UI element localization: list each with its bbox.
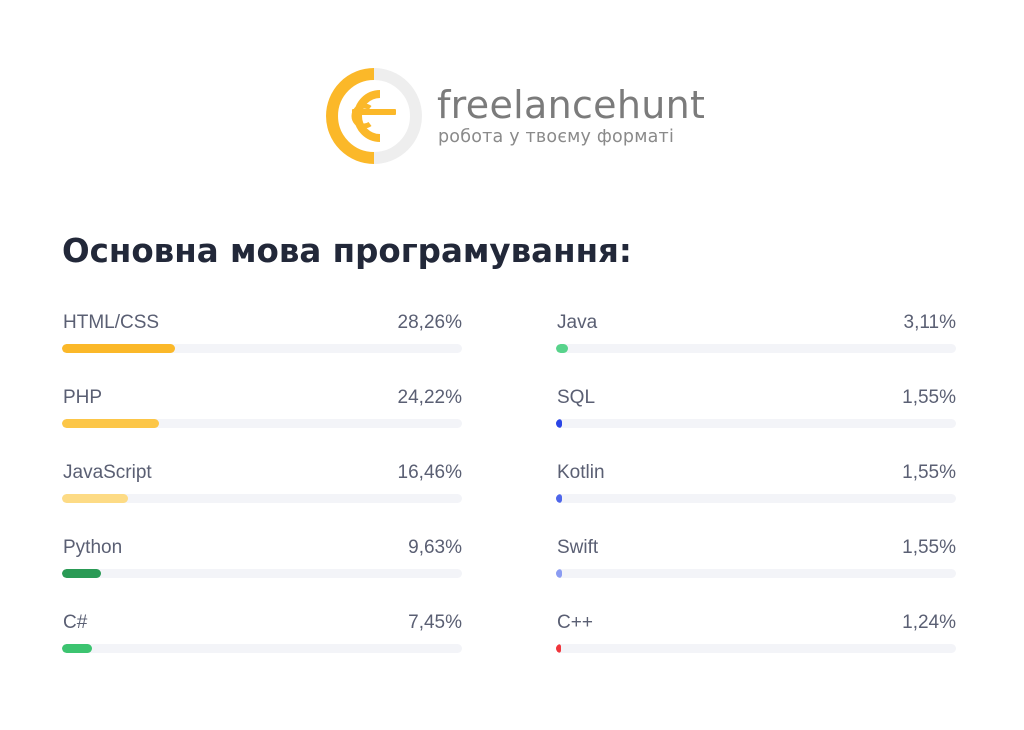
bar-label: PHP — [63, 387, 103, 408]
bar-value: 1,55% — [902, 387, 956, 408]
bar-value: 24,22% — [397, 387, 462, 408]
bar-value: 1,55% — [902, 462, 956, 483]
bar-label: JavaScript — [63, 462, 152, 483]
bar — [62, 644, 92, 653]
bar-value: 16,46% — [397, 462, 462, 483]
chart-row: Kotlin 1,55% — [556, 460, 956, 535]
bar-label: Swift — [557, 537, 599, 558]
brand-tagline: робота у твоєму форматі — [438, 127, 675, 147]
chart-column-left: HTML/CSS 28,26% PHP 24,22% JavaScript 16,46% P… — [62, 310, 462, 685]
freelancehunt-logo-icon — [326, 68, 422, 164]
bar — [62, 569, 101, 578]
bar-label: Kotlin — [557, 462, 605, 483]
chart-row: PHP 24,22% — [62, 385, 462, 460]
freelancehunt-logo: freelancehunt робота у твоєму форматі — [326, 68, 706, 164]
bar — [62, 344, 176, 353]
bar — [556, 494, 563, 503]
bar-track — [556, 494, 956, 503]
bar-label: C++ — [557, 612, 593, 633]
bar — [62, 494, 128, 503]
bar — [556, 344, 569, 353]
chart-title: Основна мова програмування: — [62, 232, 632, 270]
bar-value: 7,45% — [408, 612, 462, 633]
bar-value: 1,24% — [902, 612, 956, 633]
bar-track — [556, 419, 956, 428]
bar-track — [556, 344, 956, 353]
chart-row: Java 3,11% — [556, 310, 956, 385]
bar-value: 3,11% — [903, 312, 956, 333]
bar-label: HTML/CSS — [63, 312, 160, 333]
chart-row: SQL 1,55% — [556, 385, 956, 460]
bar-label: Python — [63, 537, 123, 558]
bar-track — [556, 644, 956, 653]
bar-track — [62, 344, 462, 353]
chart-row: C++ 1,24% — [556, 610, 956, 685]
chart-row: JavaScript 16,46% — [62, 460, 462, 535]
bar-value: 1,55% — [902, 537, 956, 558]
bar-track — [62, 419, 462, 428]
bar-value: 9,63% — [408, 537, 462, 558]
chart-row: C# 7,45% — [62, 610, 462, 685]
bar — [556, 569, 563, 578]
bar-track — [62, 644, 462, 653]
brand-name: freelancehunt — [437, 83, 706, 127]
bar — [62, 419, 159, 428]
bar — [556, 644, 561, 653]
bar-value: 28,26% — [397, 312, 462, 333]
bar-track — [62, 494, 462, 503]
bar — [556, 419, 563, 428]
bar-label: Java — [557, 312, 598, 333]
bar-label: C# — [63, 612, 88, 633]
chart-row: Swift 1,55% — [556, 535, 956, 610]
bar-label: SQL — [557, 387, 596, 408]
bar-track — [62, 569, 462, 578]
chart-row: HTML/CSS 28,26% — [62, 310, 462, 385]
chart-row: Python 9,63% — [62, 535, 462, 610]
chart-column-right: Java 3,11% SQL 1,55% Kotlin 1,55% Swift 1,55% C+… — [556, 310, 956, 685]
bar-track — [556, 569, 956, 578]
